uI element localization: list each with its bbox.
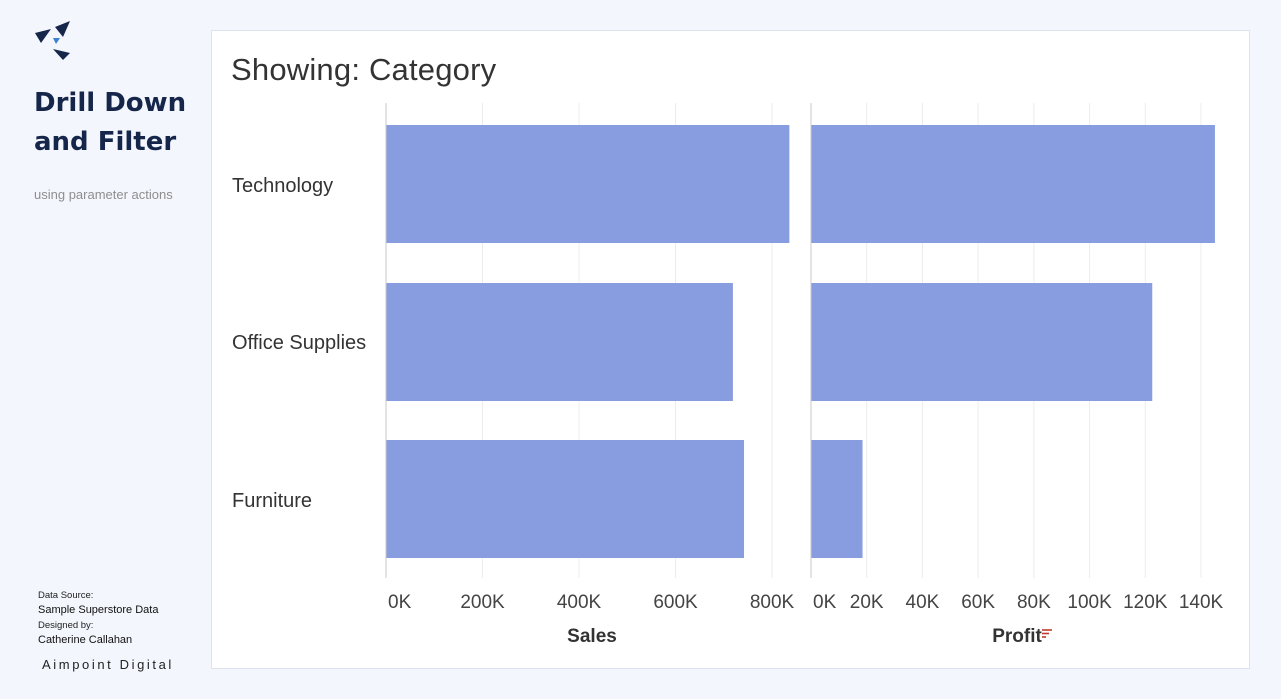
aimpoint-arrows-icon [35, 21, 70, 60]
data-source-label: Data Source: [38, 590, 94, 601]
tick-label: 40K [906, 592, 940, 613]
profit-bar[interactable] [811, 440, 863, 558]
tick-label: 100K [1067, 592, 1112, 613]
sales-bar[interactable] [386, 440, 745, 558]
tick-label: 60K [961, 592, 995, 613]
brand-wordmark: Aimpoint Digital [42, 657, 174, 672]
sales-bar[interactable] [386, 283, 733, 401]
tick-label: 120K [1123, 592, 1168, 613]
category-label: Office Supplies [232, 332, 366, 354]
tick-label: 20K [850, 592, 884, 613]
profit-axis-title: Profit [992, 626, 1042, 647]
category-label: Furniture [232, 490, 312, 512]
profit-bar[interactable] [811, 283, 1153, 401]
data-source-value: Sample Superstore Data [38, 604, 159, 616]
sidebar: Drill Down and Filter using parameter ac… [0, 0, 212, 699]
tick-label: 200K [460, 592, 505, 613]
category-label: Technology [232, 175, 333, 197]
chart-title: Showing: Category [231, 52, 497, 87]
credits: Data Source: Sample Superstore Data Desi… [38, 589, 158, 649]
tick-label: 0K [388, 592, 412, 613]
dashboard-subtitle: using parameter actions [34, 187, 173, 202]
sales-bar[interactable] [386, 125, 790, 243]
tick-label: 0K [813, 592, 837, 613]
tick-label: 140K [1179, 592, 1224, 613]
dashboard-title: Drill Down and Filter [34, 88, 187, 157]
designer-value: Catherine Callahan [38, 634, 133, 646]
tick-label: 600K [653, 592, 698, 613]
sort-descending-icon[interactable] [1042, 629, 1052, 638]
tick-label: 800K [750, 592, 795, 613]
profit-bar[interactable] [811, 125, 1215, 243]
tick-label: 80K [1017, 592, 1051, 613]
sales-axis-title: Sales [567, 626, 617, 647]
designer-label: Designed by: [38, 620, 94, 631]
tick-label: 400K [557, 592, 602, 613]
